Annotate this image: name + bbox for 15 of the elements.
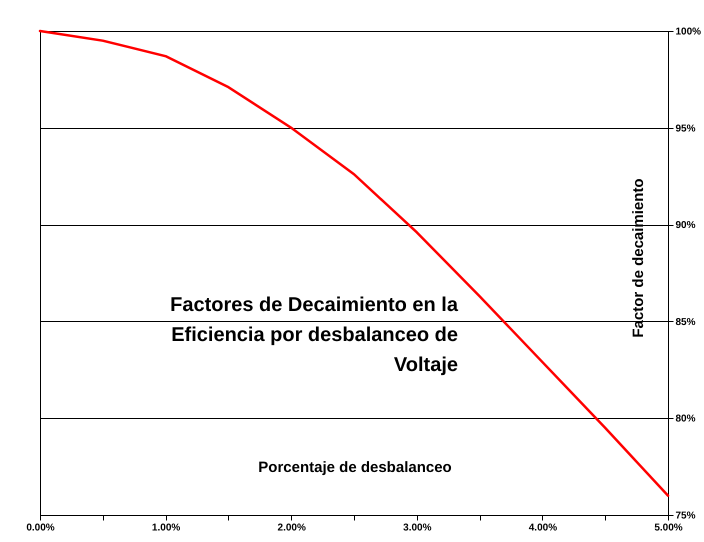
x-tick-label: 5.00% bbox=[654, 522, 683, 534]
x-tick-label: 3.00% bbox=[403, 522, 432, 534]
y-tick-label: 75% bbox=[676, 510, 696, 522]
y-tick-label: 80% bbox=[676, 414, 696, 425]
y-tick-label: 95% bbox=[676, 123, 696, 134]
x-tick-label: 0.00% bbox=[26, 522, 55, 534]
y-axis-title: Factor de decaimiento bbox=[630, 178, 647, 338]
x-tick-label: 2.00% bbox=[278, 522, 306, 534]
y-tick-label: 85% bbox=[676, 316, 696, 328]
text: Factores de Decaimiento en la Eficiencia por desbalanceo de Voltaje bbox=[170, 294, 459, 376]
x-tick-label: 1.00% bbox=[152, 522, 180, 534]
x-axis-title: Porcentaje de desbalanceo bbox=[258, 459, 452, 476]
y-tick-label: 90% bbox=[676, 220, 696, 232]
y-tick-label: 100% bbox=[676, 26, 702, 38]
x-tick-label: 4.00% bbox=[528, 522, 558, 534]
